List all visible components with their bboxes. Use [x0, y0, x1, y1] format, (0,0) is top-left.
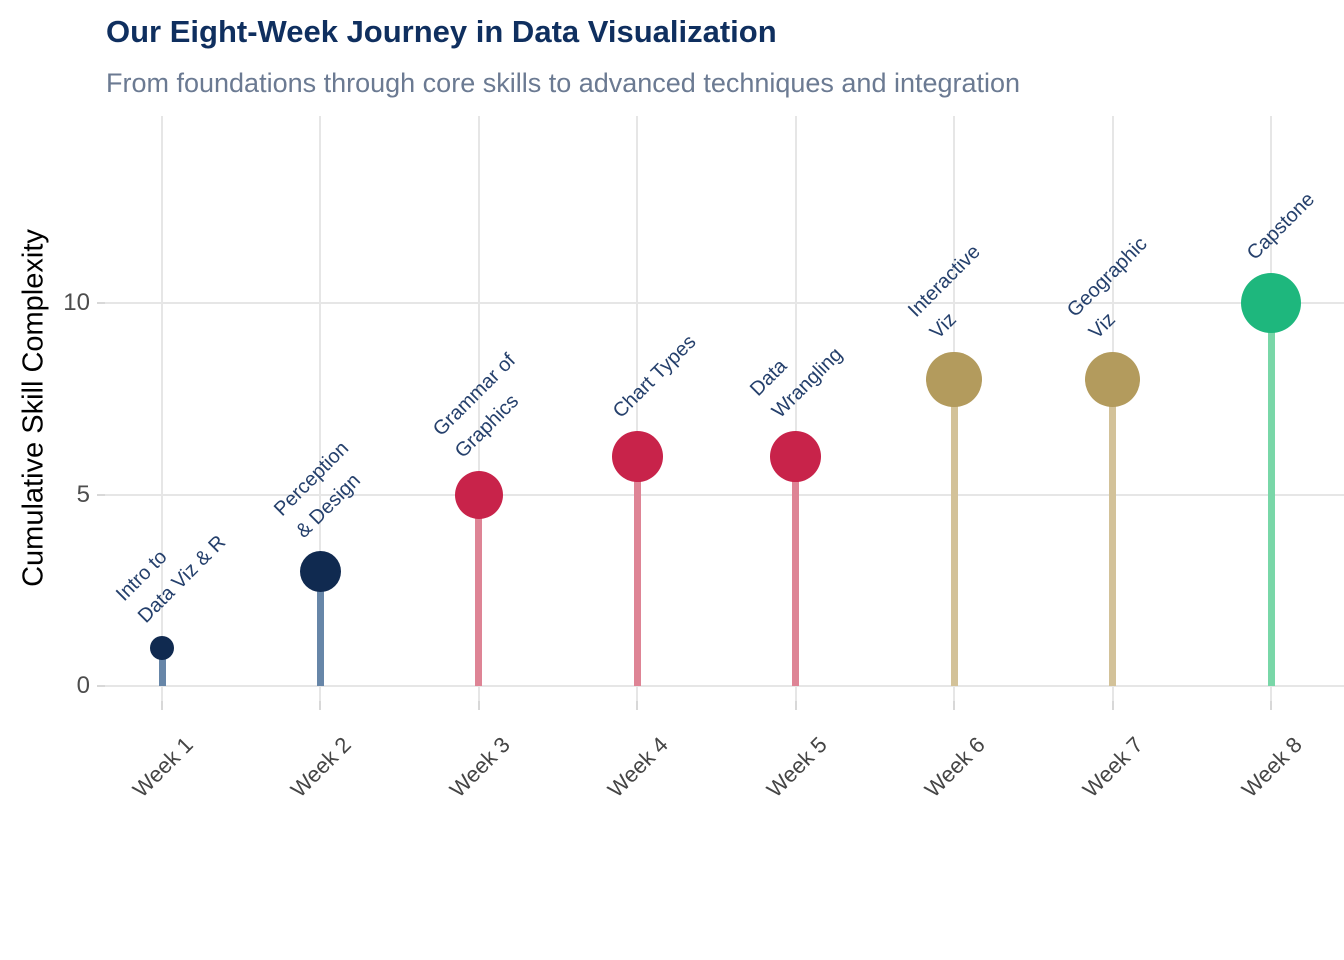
point-label-text: Capstone — [1242, 188, 1320, 265]
x-axis-tick — [1270, 701, 1272, 710]
x-axis-tick — [636, 701, 639, 710]
chart-title: Our Eight-Week Journey in Data Visualiza… — [106, 14, 777, 49]
x-tick-label-text: Week 6 — [919, 732, 990, 803]
x-tick-label-text: Week 7 — [1078, 732, 1149, 803]
x-axis-tick — [953, 701, 956, 710]
y-axis-tick — [97, 302, 105, 304]
gridline-horizontal — [105, 685, 1344, 687]
gridline-vertical — [319, 116, 322, 701]
x-axis-tick — [319, 701, 322, 710]
gridline-vertical — [794, 116, 797, 701]
lollipop-stem — [792, 456, 800, 686]
lollipop-point — [454, 470, 503, 519]
point-label-text: Geographic Viz — [1062, 232, 1152, 344]
lollipop-stem — [475, 494, 483, 686]
point-label-text: Data Wrangling — [745, 343, 847, 423]
lollipop-stem — [950, 379, 958, 686]
point-label-text: Perception & Design — [270, 436, 366, 543]
lollipop-point — [299, 550, 341, 592]
x-tick-label-text: Week 4 — [602, 732, 673, 803]
lollipop-stem — [316, 571, 324, 686]
lollipop-point — [1084, 351, 1141, 408]
x-tick-label-text: Week 1 — [127, 732, 198, 803]
lollipop-stem — [1109, 379, 1117, 686]
lollipop-point — [611, 430, 663, 482]
chart-subtitle: From foundations through core skills to … — [106, 68, 1021, 98]
y-axis-tick — [97, 685, 105, 687]
point-label-text: Grammar of Graphics — [428, 349, 523, 462]
gridline-horizontal — [105, 493, 1344, 496]
x-axis-tick — [161, 701, 163, 710]
lollipop-point — [770, 430, 822, 482]
x-tick-label-text: Week 5 — [761, 732, 832, 803]
lollipop-stem — [1267, 303, 1275, 686]
point-label-text: Interactive Viz — [904, 240, 985, 344]
legend: Phase Advanced: What ElseCore Skills: Ho… — [0, 855, 1344, 935]
y-tick-label: 10 — [63, 289, 90, 316]
gridline-vertical — [477, 116, 480, 701]
x-axis-tick — [477, 701, 480, 710]
point-label-text: Intro to Data Viz & R — [111, 530, 231, 628]
gridline-vertical — [161, 116, 163, 701]
y-axis-tick — [97, 493, 105, 496]
lollipop-point — [1241, 273, 1301, 333]
lollipop-point — [926, 351, 982, 408]
y-tick-label: 5 — [76, 480, 90, 508]
gridline-horizontal — [105, 302, 1344, 304]
lollipop-point — [150, 635, 174, 660]
lollipop-stem — [633, 456, 641, 686]
x-tick-label-text: Week 2 — [285, 732, 357, 803]
y-tick-label: 0 — [76, 672, 90, 699]
x-axis-tick — [794, 701, 797, 710]
x-axis-tick — [1111, 701, 1114, 710]
gridline-vertical — [636, 116, 639, 701]
x-tick-label-text: Week 8 — [1236, 732, 1307, 803]
x-tick-label-text: Week 3 — [444, 732, 515, 803]
point-label-text: Chart Types — [609, 330, 701, 423]
lollipop-stem — [158, 647, 166, 686]
